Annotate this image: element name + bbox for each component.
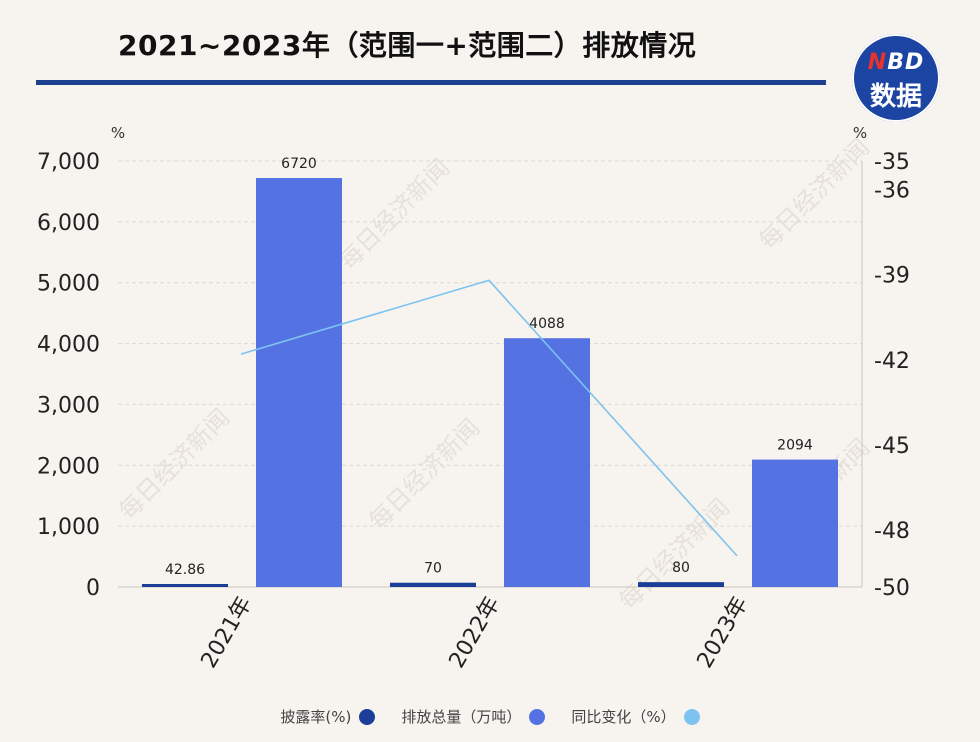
watermark-text: 每日经济新闻 — [614, 494, 736, 616]
right-axis-tick-label: -45 — [874, 434, 910, 459]
left-axis-tick-label: 7,000 — [37, 150, 100, 175]
x-axis-tick-label: 2022年 — [445, 593, 506, 673]
right-axis-unit: % — [853, 124, 867, 142]
right-axis-tick-label: -36 — [874, 178, 910, 203]
left-axis-tick-label: 0 — [86, 576, 100, 601]
chart-title: 2021~2023年（范围一+范围二）排放情况 — [118, 29, 697, 62]
left-axis-tick-label: 4,000 — [37, 333, 100, 358]
watermark-text: 每日经济新闻 — [364, 414, 486, 536]
watermark-text: 每日经济新闻 — [114, 404, 236, 526]
legend-label: 同比变化（%） — [571, 708, 676, 726]
left-axis-tick-label: 3,000 — [37, 393, 100, 418]
bar-disclosure-rate — [390, 582, 476, 587]
legend-item-yoy-change[interactable]: 同比变化（%） — [571, 706, 700, 727]
data-label: 80 — [672, 560, 690, 576]
bar-emissions — [504, 338, 590, 587]
data-label: 6720 — [281, 156, 317, 172]
legend-label: 披露率(%) — [280, 708, 352, 726]
watermark-text: 每日经济新闻 — [334, 154, 456, 276]
right-axis-tick-label: -39 — [874, 264, 910, 289]
left-axis-unit: % — [111, 124, 125, 142]
legend-swatch — [529, 708, 546, 725]
legend-swatch — [359, 708, 376, 725]
left-axis-tick-label: 6,000 — [37, 211, 100, 236]
legend-label: 排放总量（万吨） — [401, 708, 522, 726]
left-axis-tick-label: 5,000 — [37, 272, 100, 297]
right-axis-tick-label: -42 — [874, 349, 910, 374]
data-label: 2094 — [777, 438, 813, 454]
x-axis-tick-label: 2021年 — [197, 593, 258, 673]
bar-disclosure-rate — [142, 584, 228, 587]
data-label: 70 — [424, 561, 442, 577]
legend: 披露率(%) 排放总量（万吨） 同比变化（%） — [0, 706, 980, 727]
legend-item-disclosure-rate[interactable]: 披露率(%) — [280, 706, 376, 727]
data-label: 42.86 — [165, 562, 205, 578]
bar-emissions — [256, 178, 342, 588]
right-axis-tick-label: -35 — [874, 150, 910, 175]
watermark-text: 每日经济新闻 — [754, 134, 876, 256]
nbd-data-logo: NBD 数据 — [852, 34, 940, 122]
bar-disclosure-rate — [638, 582, 724, 587]
legend-swatch — [683, 708, 700, 725]
x-axis-tick-label: 2023年 — [693, 593, 754, 673]
left-axis-tick-label: 1,000 — [37, 515, 100, 540]
data-label: 4088 — [529, 316, 565, 332]
left-axis-tick-label: 2,000 — [37, 454, 100, 479]
right-axis-tick-label: -48 — [874, 519, 910, 544]
right-axis-tick-label: -50 — [874, 576, 910, 601]
line-yoy-change — [240, 279, 738, 557]
bar-emissions — [752, 459, 838, 587]
legend-item-emissions[interactable]: 排放总量（万吨） — [401, 706, 546, 727]
title-underline — [36, 80, 826, 85]
